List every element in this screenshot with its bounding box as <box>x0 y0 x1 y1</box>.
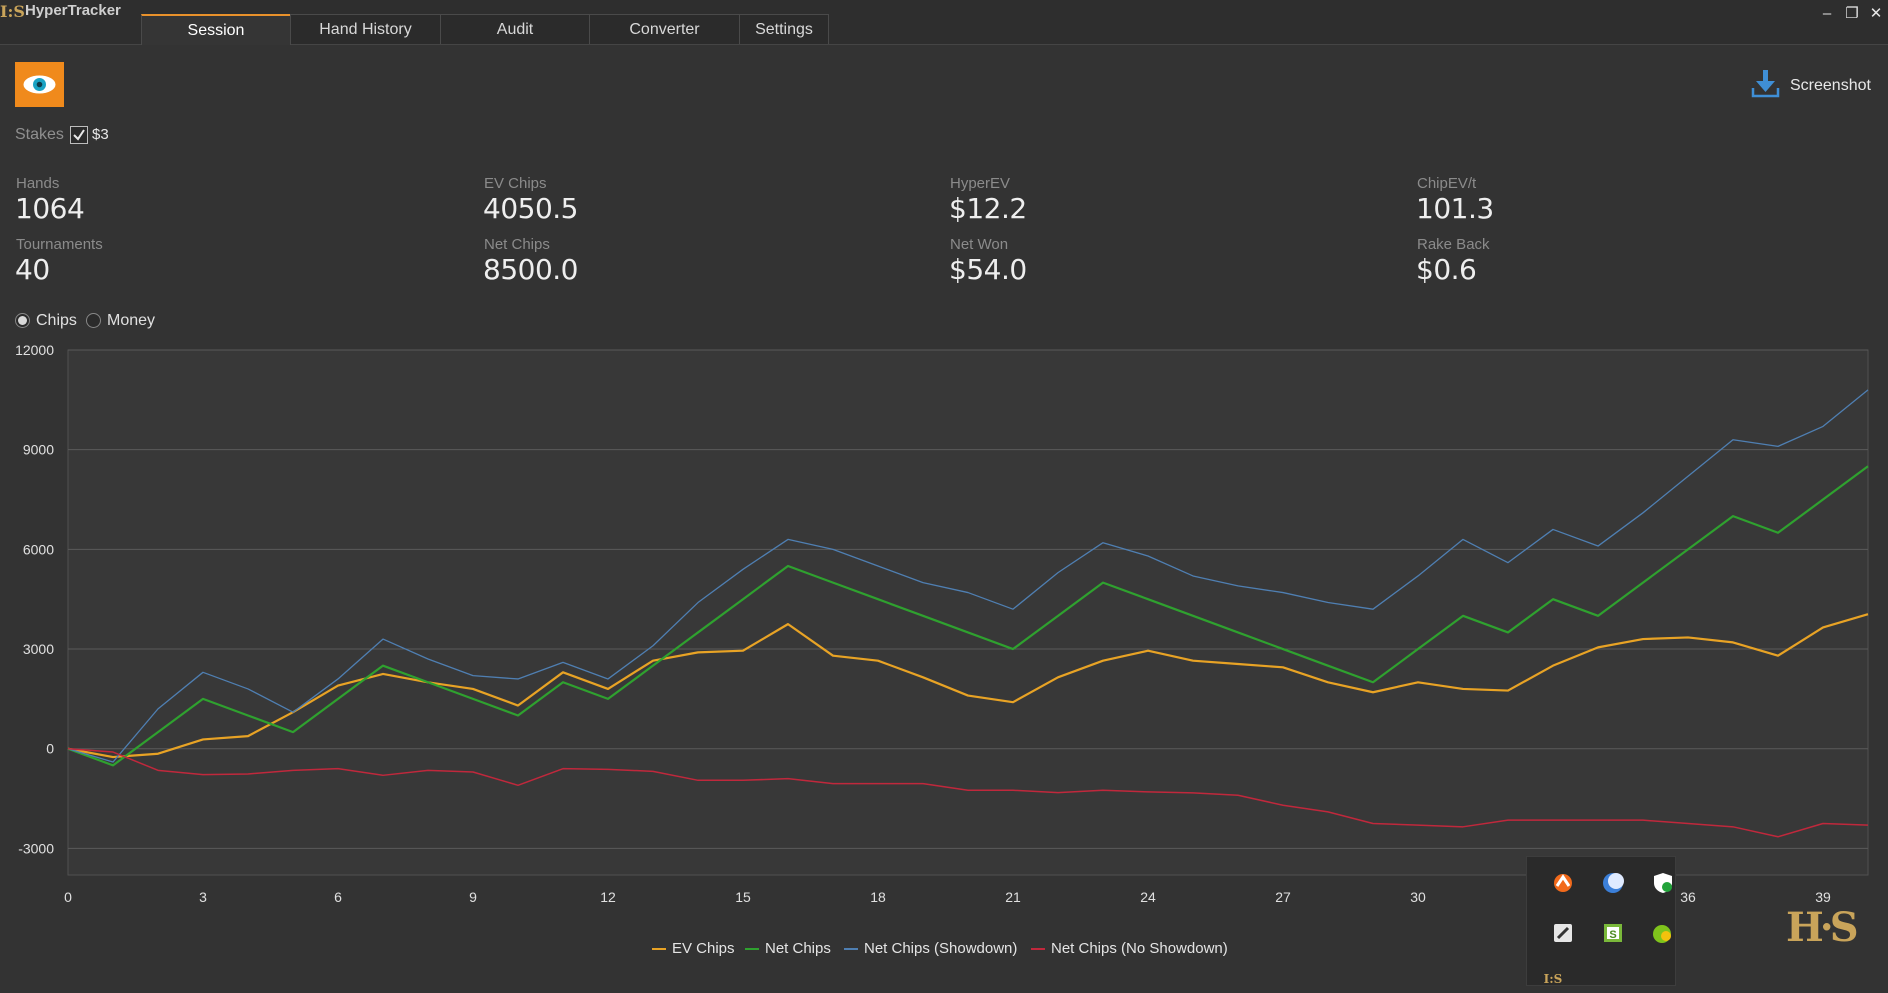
net-chips-no-showdown-line <box>67 747 1869 838</box>
legend-swatch-net-chips-no-showdown <box>1031 948 1045 951</box>
minimize-button[interactable]: – <box>1822 5 1832 22</box>
hands-value: 1064 <box>15 192 85 225</box>
lime-alert-icon[interactable] <box>1651 921 1675 945</box>
net-chips-label: Net Chips <box>484 236 550 253</box>
screenshot-label: Screenshot <box>1790 77 1871 94</box>
money-radio-label[interactable]: Money <box>107 312 156 329</box>
hide-values-button[interactable] <box>15 62 64 107</box>
legend-label: Net Chips (Showdown) <box>864 940 1018 957</box>
legend-item-ev-chips[interactable]: EV Chips <box>652 940 735 957</box>
chip-ev-t-label: ChipEV/t <box>1417 175 1477 192</box>
legend-item-net-chips-showdown[interactable]: Net Chips (Showdown) <box>844 940 1017 957</box>
tab-audit[interactable]: Audit <box>440 14 590 44</box>
tournaments-value: 40 <box>15 253 50 286</box>
x-tick-label: 21 <box>1005 889 1021 905</box>
x-tick-label: 24 <box>1140 889 1156 905</box>
download-icon <box>1751 70 1780 98</box>
net-chips-showdown-line <box>67 389 1869 763</box>
hands-label: Hands <box>16 175 60 192</box>
y-tick-label: 3000 <box>23 641 54 657</box>
tab-session[interactable]: Session <box>141 14 291 45</box>
net-won-value: $54.0 <box>949 253 1027 286</box>
rake-back-value: $0.6 <box>1416 253 1477 286</box>
legend-label: Net Chips (No Showdown) <box>1051 940 1228 957</box>
tab-hand-history[interactable]: Hand History <box>290 14 441 44</box>
close-button[interactable]: ✕ <box>1869 5 1883 22</box>
chart-legend: EV Chips Net Chips Net Chips (Showdown) … <box>0 940 1888 964</box>
tab-settings[interactable]: Settings <box>739 14 829 44</box>
legend-swatch-net-chips-showdown <box>844 948 858 951</box>
eye-icon <box>23 75 56 94</box>
x-tick-label: 6 <box>334 889 342 905</box>
x-tick-label: 0 <box>64 889 72 905</box>
system-tray-popup: S I:S <box>1526 856 1676 986</box>
legend-item-net-chips[interactable]: Net Chips <box>745 940 831 957</box>
net-chips-value: 8500.0 <box>483 253 578 286</box>
legend-swatch-ev-chips <box>652 948 666 951</box>
legend-label: EV Chips <box>672 940 735 957</box>
ev-chips-value: 4050.5 <box>483 192 578 225</box>
crescent-icon[interactable] <box>1601 871 1625 895</box>
x-tick-label: 39 <box>1815 889 1831 905</box>
ev-chips-label: EV Chips <box>484 175 547 192</box>
legend-swatch-net-chips <box>745 948 759 951</box>
x-tick-label: 15 <box>735 889 751 905</box>
legend-item-net-chips-no-showdown[interactable]: Net Chips (No Showdown) <box>1031 940 1228 957</box>
stakes-value: $3 <box>92 126 109 143</box>
tab-converter[interactable]: Converter <box>589 14 740 44</box>
plot-area <box>67 349 1869 876</box>
hyper-ev-value: $12.2 <box>949 192 1027 225</box>
money-radio[interactable] <box>86 313 101 328</box>
x-tick-label: 18 <box>870 889 886 905</box>
shield-check-icon[interactable] <box>1651 871 1675 895</box>
tournaments-label: Tournaments <box>16 236 103 253</box>
x-tick-label: 36 <box>1680 889 1696 905</box>
hs-tray-icon[interactable]: I:S <box>1541 969 1565 993</box>
y-tick-label: 6000 <box>23 541 54 557</box>
x-tick-label: 12 <box>600 889 616 905</box>
y-tick-label: 0 <box>46 741 54 757</box>
app-logo: I:S <box>0 2 25 21</box>
net-won-label: Net Won <box>950 236 1009 253</box>
avast-icon[interactable] <box>1551 871 1575 895</box>
x-tick-label: 9 <box>469 889 477 905</box>
s-app-icon[interactable]: S <box>1601 921 1625 945</box>
svg-text:I:S: I:S <box>1544 972 1563 986</box>
app-title: HyperTracker <box>25 2 121 19</box>
net-chips-line <box>67 465 1869 767</box>
y-tick-label: 12000 <box>15 342 54 358</box>
stakes-label: Stakes <box>15 126 64 143</box>
title-bar: I:S HyperTracker Session Hand History Au… <box>0 0 1888 45</box>
check-icon <box>73 129 85 141</box>
rake-back-label: Rake Back <box>1417 236 1490 253</box>
restore-button[interactable]: ❐ <box>1845 5 1859 22</box>
hyper-ev-label: HyperEV <box>950 175 1011 192</box>
chip-ev-t-value: 101.3 <box>1416 192 1494 225</box>
chips-radio-label[interactable]: Chips <box>36 312 77 329</box>
chips-radio[interactable] <box>15 313 30 328</box>
stakes-checkbox[interactable] <box>70 126 88 144</box>
legend-label: Net Chips <box>765 940 831 957</box>
snip-tool-icon[interactable] <box>1551 921 1575 945</box>
y-tick-label: -3000 <box>18 840 54 856</box>
x-tick-label: 3 <box>199 889 207 905</box>
svg-text:S: S <box>1609 929 1616 941</box>
x-tick-label: 30 <box>1410 889 1426 905</box>
y-tick-label: 9000 <box>23 442 54 458</box>
hs-logo: H·S <box>1786 904 1859 951</box>
x-tick-label: 27 <box>1275 889 1291 905</box>
